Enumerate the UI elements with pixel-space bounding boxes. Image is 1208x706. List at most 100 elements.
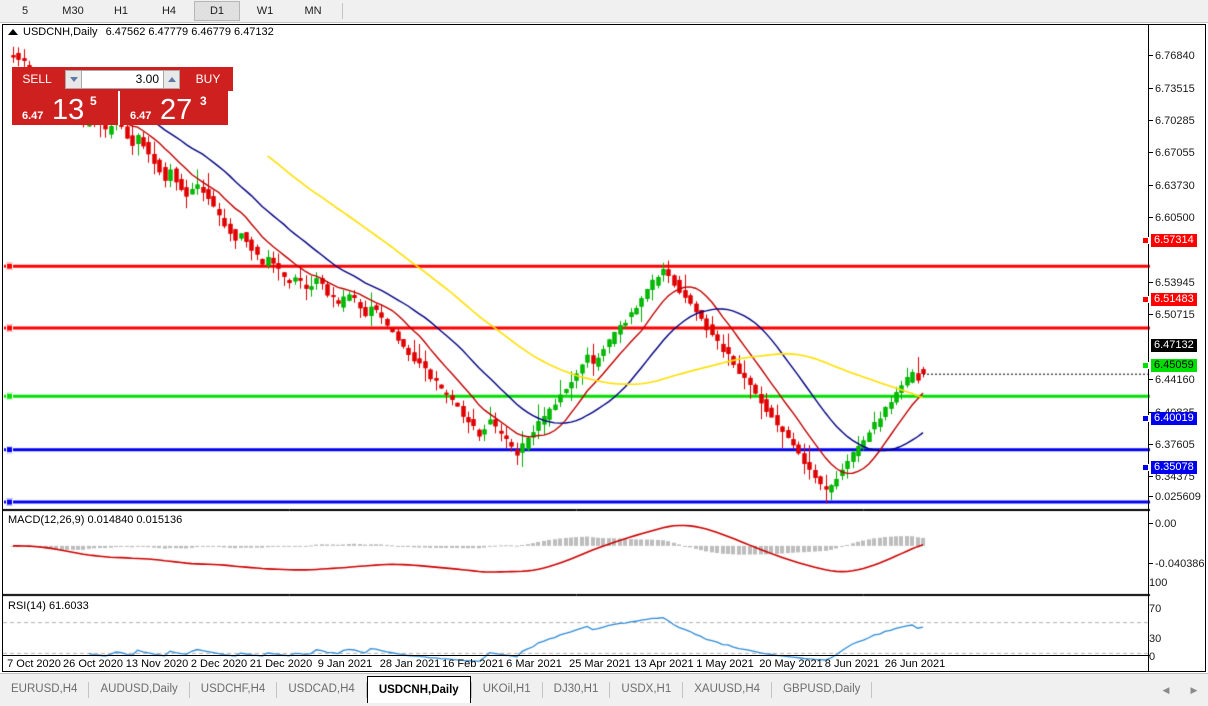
date-axis: 7 Oct 2020 26 Oct 2020 13 Nov 2020 2 Dec 20… bbox=[3, 655, 1150, 671]
buy-button[interactable]: BUY bbox=[183, 67, 233, 91]
chart-tab-usdchf-h4[interactable]: USDCHF,H4 bbox=[200, 683, 266, 695]
tick-mark bbox=[1149, 314, 1153, 316]
last-price-tag-text: 6.47132 bbox=[1154, 339, 1194, 351]
triangle-up-icon[interactable] bbox=[8, 29, 18, 35]
resistance-level-2-tag-handle[interactable] bbox=[1142, 296, 1149, 303]
price-tick-7-text: 6.50715 bbox=[1155, 309, 1195, 321]
rsi-indicator-title: RSI(14) 61.6033 bbox=[8, 600, 89, 612]
price-tick-1: 6.73515 bbox=[1149, 84, 1195, 95]
buy-price-main: 27 bbox=[160, 94, 193, 126]
timeframe-button-w1[interactable]: W1 bbox=[256, 5, 274, 17]
rsi-tick-1: 70 bbox=[1149, 604, 1161, 615]
tab-separator bbox=[541, 682, 543, 698]
price-tick-0-text: 6.76840 bbox=[1155, 50, 1195, 62]
volume-input[interactable]: 3.00 bbox=[82, 69, 163, 89]
timeframe-button-d1[interactable]: D1 bbox=[194, 1, 240, 21]
date-label-11: 1 May 2021 bbox=[696, 658, 754, 670]
tab-separator bbox=[682, 682, 684, 698]
chart-window[interactable]: USDCNH,Daily 6.47562 6.47779 6.46779 6.4… bbox=[2, 24, 1206, 672]
support-level-3-tag-handle[interactable] bbox=[1142, 464, 1149, 471]
chart-tab-gbpusd-daily[interactable]: GBPUSD,Daily bbox=[783, 683, 861, 695]
chart-tab-eurusd-h4[interactable]: EURUSD,H4 bbox=[11, 683, 78, 695]
toolbar-separator bbox=[342, 3, 343, 19]
price-tick-10: 6.37605 bbox=[1149, 440, 1195, 451]
rsi-tick-3-text: 0 bbox=[1149, 651, 1156, 663]
chart-ohlc-label: 6.47562 6.47779 6.46779 6.47132 bbox=[105, 26, 274, 38]
macd-tick-0-text: 0.025609 bbox=[1155, 491, 1201, 503]
price-tick-7: 6.50715 bbox=[1149, 310, 1195, 321]
support-level-1-tag[interactable]: 6.45059 bbox=[1151, 359, 1197, 372]
date-label-14: 26 Jun 2021 bbox=[884, 658, 946, 670]
volume-decrement-button[interactable] bbox=[65, 69, 82, 89]
tick-mark bbox=[1149, 120, 1153, 122]
date-label-13: 8 Jun 2021 bbox=[824, 658, 880, 670]
date-label-7: 16 Feb 2021 bbox=[442, 658, 504, 670]
tick-mark bbox=[1149, 379, 1153, 381]
support-level-2-tag[interactable]: 6.40019 bbox=[1151, 412, 1197, 425]
chart-tab-ukoil-h1[interactable]: UKOil,H1 bbox=[482, 683, 531, 695]
chevron-right-icon[interactable]: ▶ bbox=[1190, 684, 1198, 695]
resistance-level-2-tag-text: 6.51483 bbox=[1154, 293, 1194, 305]
trade-panel-price-row: 6.47 13 5 6.47 27 3 bbox=[12, 91, 233, 125]
timeframe-button-h4[interactable]: H4 bbox=[161, 5, 177, 17]
date-label-4: 21 Dec 2020 bbox=[249, 658, 313, 670]
date-label-8: 6 Mar 2021 bbox=[506, 658, 562, 670]
tab-scroll-controls[interactable]: ◀ ▶ bbox=[1158, 682, 1202, 698]
timeframe-button-h1[interactable]: H1 bbox=[113, 5, 129, 17]
buy-price-fraction: 3 bbox=[200, 94, 207, 108]
tab-separator bbox=[771, 682, 773, 698]
support-level-1-tag-handle[interactable] bbox=[1142, 362, 1149, 369]
support-level-3-tag[interactable]: 6.35078 bbox=[1151, 461, 1197, 474]
chart-tab-dj30-h1[interactable]: DJ30,H1 bbox=[553, 683, 599, 695]
date-label-5: 9 Jan 2021 bbox=[317, 658, 373, 670]
sell-price-display[interactable]: 6.47 13 5 bbox=[12, 91, 120, 125]
timeframe-toolbar: 5 M30 H1 H4 D1 W1 MN bbox=[0, 0, 1208, 23]
rsi-tick-0: 100 bbox=[1149, 578, 1167, 589]
timeframe-button-5[interactable]: 5 bbox=[21, 5, 29, 17]
macd-tick-1-text: 0.00 bbox=[1155, 518, 1177, 530]
tab-separator bbox=[470, 682, 472, 698]
macd-tick-2: -0.040386 bbox=[1149, 559, 1205, 570]
date-label-10: 13 Apr 2021 bbox=[634, 658, 694, 670]
tick-mark bbox=[1149, 563, 1153, 565]
date-label-6: 28 Jan 2021 bbox=[379, 658, 441, 670]
buy-price-display[interactable]: 6.47 27 3 bbox=[120, 91, 228, 125]
buy-price-prefix: 6.47 bbox=[130, 110, 152, 122]
timeframe-button-m30[interactable]: M30 bbox=[62, 5, 84, 17]
tab-separator bbox=[365, 682, 367, 698]
timeframe-button-mn[interactable]: MN bbox=[304, 5, 322, 17]
sell-price-prefix: 6.47 bbox=[22, 110, 44, 122]
tab-separator bbox=[276, 682, 278, 698]
resistance-level-1-tag-handle[interactable] bbox=[1142, 237, 1149, 244]
chart-tab-usdcnh-daily[interactable]: USDCNH,Daily bbox=[366, 676, 471, 703]
chart-tab-audusd-daily[interactable]: AUDUSD,Daily bbox=[100, 683, 178, 695]
support-level-2-tag-handle[interactable] bbox=[1142, 415, 1149, 422]
chart-tab-usdx-h1[interactable]: USDX,H1 bbox=[621, 683, 672, 695]
tick-mark bbox=[1149, 496, 1153, 498]
price-tick-0: 6.76840 bbox=[1149, 51, 1195, 62]
chart-canvas[interactable] bbox=[3, 25, 1205, 671]
volume-stepper[interactable]: 3.00 bbox=[62, 67, 183, 91]
date-label-3: 2 Dec 2020 bbox=[190, 658, 248, 670]
volume-increment-button[interactable] bbox=[163, 69, 180, 89]
rsi-tick-0-text: 100 bbox=[1149, 577, 1168, 589]
one-click-trading-panel[interactable]: SELL 3.00 BUY 6.47 13 5 6.47 27 3 bbox=[12, 67, 233, 125]
chevron-left-icon[interactable]: ◀ bbox=[1162, 684, 1170, 695]
chart-tab-usdcad-h4[interactable]: USDCAD,H4 bbox=[288, 683, 355, 695]
resistance-level-2-tag[interactable]: 6.51483 bbox=[1151, 293, 1197, 306]
tick-mark bbox=[1149, 217, 1153, 219]
price-tick-2: 6.70285 bbox=[1149, 116, 1195, 127]
date-label-2: 13 Nov 2020 bbox=[125, 658, 189, 670]
tick-mark bbox=[1149, 282, 1153, 284]
tab-separator bbox=[188, 682, 190, 698]
price-scale[interactable]: 6.76840 6.73515 6.70285 6.67055 6.63730 6.605… bbox=[1142, 25, 1205, 671]
macd-tick-1: 0.00 bbox=[1149, 519, 1176, 530]
sell-button[interactable]: SELL bbox=[12, 67, 62, 91]
price-tick-3-text: 6.67055 bbox=[1155, 147, 1195, 159]
sell-price-fraction: 5 bbox=[90, 94, 97, 108]
chart-tab-xauusd-h4[interactable]: XAUUSD,H4 bbox=[694, 683, 761, 695]
price-tick-4-text: 6.63730 bbox=[1155, 180, 1195, 192]
price-tick-4: 6.63730 bbox=[1149, 181, 1195, 192]
resistance-level-1-tag[interactable]: 6.57314 bbox=[1151, 234, 1197, 247]
last-price-tag[interactable]: 6.47132 bbox=[1151, 339, 1197, 352]
